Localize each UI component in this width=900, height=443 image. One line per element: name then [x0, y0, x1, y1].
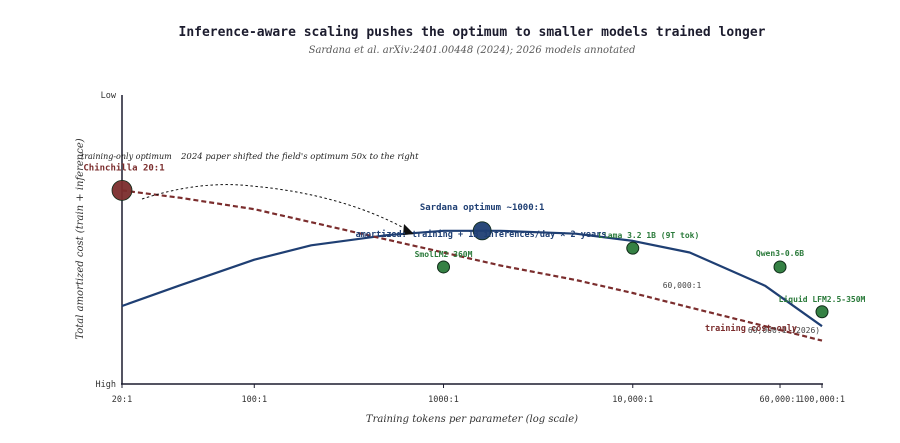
shift-annotation: 2024 paper shifted the field's optimum 5…	[180, 152, 419, 162]
point-label: Llama 3.2 1B (9T tok)	[598, 231, 699, 240]
x-axis-label: Training tokens per parameter (log scale…	[366, 414, 578, 425]
y-tick-label: High	[96, 380, 116, 390]
y-tick-label: Low	[101, 91, 117, 101]
series-layer	[121, 189, 823, 342]
shift-arrow-curve	[141, 184, 405, 229]
x-tick-label: 1000:1	[428, 395, 459, 405]
axes	[121, 95, 823, 385]
amortized-cost-line	[121, 229, 823, 328]
shift-arrow-head	[403, 224, 414, 235]
x-tick-label: 100,000:1	[799, 395, 845, 405]
chart-title: Inference-aware scaling pushes the optim…	[179, 25, 766, 40]
y-ticks: Low High	[96, 91, 117, 390]
series-label-amortized: amortized: training + 1B inferences/day …	[356, 229, 607, 240]
series-label-training: training cost only	[705, 323, 797, 334]
point-marker	[111, 179, 133, 201]
point-label: Liquid LFM2.5-350M	[779, 294, 866, 304]
chart-subtitle: Sardana et al. arXiv:2401.00448 (2024); …	[309, 45, 636, 56]
point-label: SmolLM2 360M	[415, 250, 473, 259]
qwen-ratio-note: 60,000:1	[663, 281, 702, 290]
points-layer: Chinchilla 20:1 Sardana optimum ~1000:1 Sm…	[83, 162, 866, 319]
x-tick-label: 20:1	[112, 395, 132, 405]
liquid-ratio-note: 60,000:1 (2026)	[748, 326, 820, 335]
training-cost-line	[121, 189, 823, 342]
point-marker	[472, 221, 492, 241]
point-label: Chinchilla 20:1	[83, 162, 164, 173]
x-tick-label: 60,000:1	[760, 395, 801, 405]
training-only-optimum-note: training-only optimum	[81, 152, 172, 161]
x-tick-label: 100:1	[241, 395, 267, 405]
point-label: Sardana optimum ~1000:1	[420, 202, 545, 213]
y-axis-label: Total amortized cost (train + inference)	[75, 138, 86, 339]
point-label: Qwen3-0.6B	[756, 249, 804, 258]
point-marker	[437, 260, 451, 274]
x-tick-label: 10,000:1	[612, 395, 653, 405]
point-marker	[626, 241, 640, 255]
point-marker	[773, 260, 787, 274]
point-marker	[815, 305, 829, 319]
